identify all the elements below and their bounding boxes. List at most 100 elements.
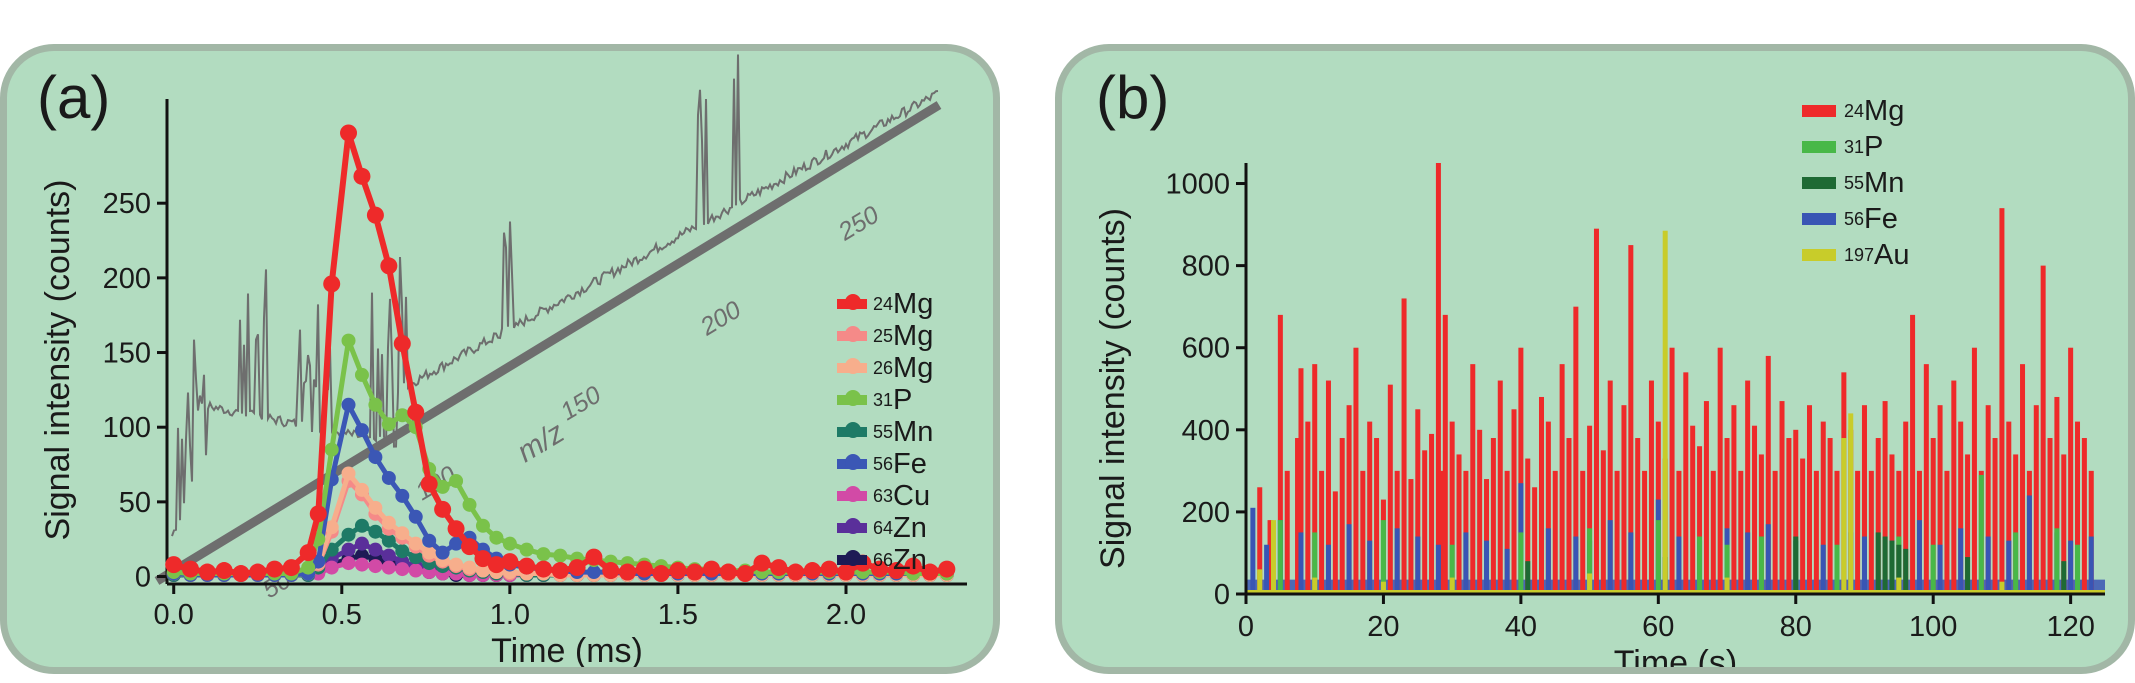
- point-26Mg: [475, 563, 490, 578]
- bar-56Fe: [2006, 540, 2012, 594]
- point-63Cu: [368, 559, 383, 574]
- point-24Mg: [652, 565, 670, 583]
- legend-item-66Zn: 66 Zn: [837, 544, 933, 576]
- legend-swatch: [837, 358, 867, 374]
- bar-24Mg: [1497, 380, 1503, 594]
- bar-56Fe: [1545, 528, 1551, 594]
- bar-24Mg: [1257, 487, 1263, 594]
- point-26Mg: [381, 515, 396, 530]
- bar-24Mg: [1346, 405, 1352, 594]
- legend-element: Zn: [893, 511, 927, 544]
- bar-55Mn: [1896, 544, 1902, 594]
- point-31P: [324, 442, 339, 457]
- bar-197Au: [1587, 573, 1593, 594]
- bar-56Fe: [2068, 540, 2074, 594]
- y-tick-label: 200: [1182, 497, 1230, 529]
- bar-24Mg: [1518, 347, 1524, 594]
- bar-24Mg: [1607, 380, 1613, 594]
- legend-isotope: 31: [1844, 136, 1865, 157]
- bar-24Mg: [1827, 438, 1833, 594]
- bar-24Mg: [1429, 433, 1435, 594]
- legend-swatch: [837, 550, 867, 566]
- bar-24Mg: [1267, 520, 1273, 594]
- point-24Mg: [434, 500, 452, 518]
- point-31P: [536, 547, 551, 562]
- bar-24Mg: [1717, 347, 1723, 594]
- bar-24Mg: [1855, 470, 1861, 594]
- legend-item-24Mg: 24 Mg: [837, 288, 933, 320]
- bar-56Fe: [1820, 544, 1826, 594]
- legend-swatch: [1802, 249, 1836, 261]
- series-197Au: [1257, 230, 2005, 594]
- x-tick-label: 0.0: [154, 599, 194, 631]
- bar-56Fe: [1765, 524, 1771, 594]
- legend-swatch: [1802, 105, 1836, 117]
- bar-24Mg: [1408, 479, 1414, 594]
- mz-tick-250: 250: [833, 201, 884, 247]
- bar-31P: [1312, 532, 1318, 594]
- bar-24Mg: [2088, 470, 2094, 594]
- bar-24Mg: [1511, 409, 1517, 594]
- point-24Mg: [635, 560, 653, 578]
- bar-24Mg: [2068, 347, 2074, 594]
- point-55Mn: [381, 533, 396, 548]
- bar-24Mg: [1580, 470, 1586, 594]
- legend-element: Cu: [893, 479, 931, 512]
- bar-55Mn: [1889, 540, 1895, 594]
- bar-24Mg: [1896, 470, 1902, 594]
- bar-24Mg: [1765, 355, 1771, 594]
- point-24Mg: [299, 544, 317, 562]
- point-24Mg: [366, 206, 384, 224]
- point-24Mg: [447, 520, 465, 538]
- point-26Mg: [422, 545, 437, 560]
- point-24Mg: [753, 554, 771, 572]
- bar-24Mg: [1868, 470, 1874, 594]
- bar-56Fe: [1916, 520, 1922, 594]
- x-tick-label: 0.5: [322, 599, 362, 631]
- legend-item-31P: 31 P: [1802, 129, 1910, 165]
- bar-24Mg: [1545, 421, 1551, 594]
- bar-24Mg: [1470, 364, 1476, 594]
- bar-24Mg: [1614, 470, 1620, 594]
- bar-24Mg: [1930, 438, 1936, 594]
- legend-isotope: 26: [873, 357, 894, 378]
- bar-24Mg: [1525, 458, 1531, 594]
- bar-24Mg: [1566, 438, 1572, 594]
- bar-24Mg: [1600, 450, 1606, 594]
- point-24Mg: [938, 560, 956, 578]
- point-64Zn: [368, 542, 383, 557]
- x-axis-title: Time (s): [1614, 644, 1737, 674]
- bar-24Mg: [1800, 458, 1806, 594]
- bar-56Fe: [1628, 532, 1634, 594]
- bar-24Mg: [2033, 405, 2039, 594]
- point-24Mg: [770, 559, 788, 577]
- point-26Mg: [368, 500, 383, 515]
- legend-isotope: 55: [1844, 172, 1865, 193]
- bar-24Mg: [1793, 429, 1799, 594]
- point-31P: [475, 518, 490, 533]
- legend-item-197Au: 197 Au: [1802, 237, 1910, 273]
- legend-item-56Fe: 56 Fe: [1802, 201, 1910, 237]
- legend-swatch: [837, 422, 867, 438]
- point-26Mg: [341, 466, 356, 481]
- mz-tick-150: 150: [556, 381, 606, 427]
- bar-31P: [1277, 520, 1283, 594]
- point-63Cu: [381, 560, 396, 575]
- bar-24Mg: [1724, 438, 1730, 594]
- bar-31P: [2013, 532, 2019, 594]
- x-axis-title: Time (ms): [491, 632, 643, 670]
- point-24Mg: [887, 562, 905, 580]
- bar-24Mg: [1834, 470, 1840, 594]
- bar-24Mg: [2006, 421, 2012, 594]
- point-56Fe: [395, 488, 410, 503]
- y-tick-label: 800: [1182, 251, 1230, 283]
- bar-24Mg: [1374, 438, 1380, 594]
- legend-element: Mg: [893, 351, 934, 384]
- bar-24Mg: [1965, 454, 1971, 594]
- point-24Mg: [340, 124, 358, 142]
- point-31P: [341, 333, 356, 348]
- point-24Mg: [393, 335, 411, 353]
- bar-24Mg: [1903, 421, 1909, 594]
- bar-55Mn: [1882, 536, 1888, 594]
- bar-31P: [1978, 474, 1984, 594]
